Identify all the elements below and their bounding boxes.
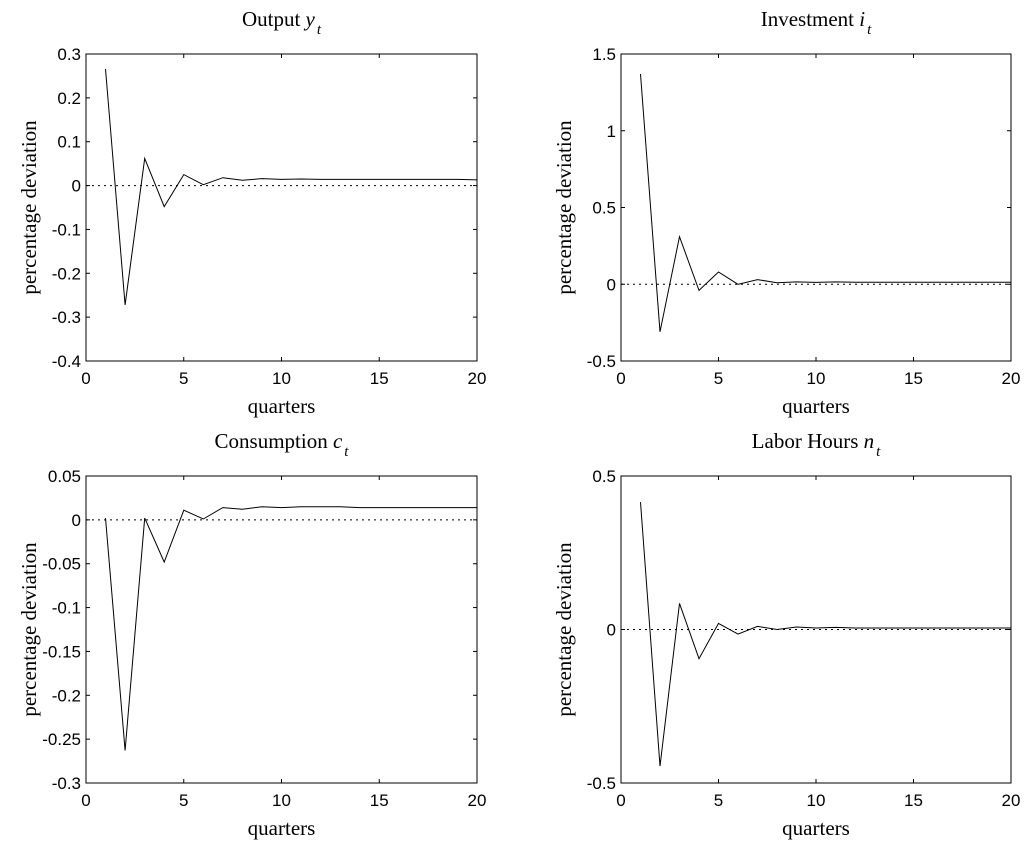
x-tick-label: 15 — [904, 791, 923, 810]
x-tick-label: 10 — [807, 369, 826, 388]
chart-title-name: Output — [242, 7, 306, 31]
chart-title-subscript: t — [867, 22, 872, 38]
impulse-response-line — [640, 73, 1011, 332]
chart-title-name: Labor Hours — [752, 429, 864, 453]
y-tick-label: 0 — [607, 275, 616, 294]
x-tick-label: 10 — [807, 791, 826, 810]
x-tick-label: 20 — [468, 369, 487, 388]
y-tick-label: -0.2 — [52, 264, 81, 283]
impulse-response-line — [105, 68, 478, 305]
y-tick-label: -0.3 — [52, 308, 81, 327]
y-tick-label: -0.15 — [42, 642, 81, 661]
x-axis-label: quarters — [248, 816, 316, 840]
y-axis-label: percentage deviation — [552, 542, 576, 717]
x-tick-label: 0 — [81, 369, 90, 388]
y-tick-label: 0.2 — [57, 89, 81, 108]
x-axis-label: quarters — [782, 394, 850, 418]
impulse-response-line — [105, 506, 477, 751]
y-tick-label: 1.5 — [592, 45, 616, 64]
x-tick-label: 15 — [904, 369, 923, 388]
y-tick-label: -0.1 — [52, 220, 81, 239]
chart-title-variable: c — [333, 429, 343, 453]
x-tick-label: 5 — [714, 791, 723, 810]
chart-title-name: Investment — [761, 7, 860, 31]
chart-panel-1: 0 5 10 15 20 -0.4 -0.3 -0.2 -0.1 0 0.1 0.2 0.3 Output… — [17, 7, 486, 418]
y-tick-label: -0.5 — [587, 774, 616, 793]
chart-title-subscript: t — [876, 444, 881, 460]
y-tick-label: 0.5 — [592, 467, 616, 486]
y-tick-label: 0 — [72, 511, 81, 530]
chart-panel-3: 0 5 10 15 20 -0.3 -0.25 -0.2 -0.15 -0.1 -0.05 0 0.05… — [17, 429, 486, 840]
x-tick-label: 5 — [179, 791, 188, 810]
y-tick-label: 0 — [607, 621, 616, 640]
y-tick-label: -0.4 — [52, 352, 81, 371]
y-tick-label: 0 — [72, 177, 81, 196]
y-tick-label: -0.05 — [42, 555, 81, 574]
x-axis-label: quarters — [248, 394, 316, 418]
plot-frame — [620, 53, 1012, 362]
chart-title-variable: y — [304, 7, 316, 31]
y-tick-label: 0.1 — [57, 133, 81, 152]
impulse-response-line — [640, 502, 1011, 767]
x-tick-label: 20 — [1002, 369, 1021, 388]
x-tick-label: 10 — [272, 791, 291, 810]
y-tick-label: -0.5 — [587, 352, 616, 371]
chart-title-subscript: t — [344, 444, 349, 460]
y-tick-label: 0.3 — [57, 45, 81, 64]
x-axis-label: quarters — [782, 816, 850, 840]
y-axis-label: percentage deviation — [17, 542, 41, 717]
y-tick-label: 0.05 — [48, 467, 81, 486]
y-tick-label: -0.25 — [42, 730, 81, 749]
chart-title-variable: i — [859, 7, 865, 31]
y-tick-label: 0.5 — [592, 199, 616, 218]
x-tick-label: 15 — [370, 791, 389, 810]
x-tick-label: 15 — [370, 369, 389, 388]
x-tick-label: 5 — [714, 369, 723, 388]
plot-frame — [85, 53, 478, 362]
x-tick-label: 0 — [616, 369, 625, 388]
chart-title-name: Consumption — [215, 429, 333, 453]
chart-title-variable: n — [864, 429, 875, 453]
x-tick-label: 20 — [1002, 791, 1021, 810]
y-tick-label: -0.2 — [52, 686, 81, 705]
y-axis-label: percentage deviation — [17, 120, 41, 295]
x-tick-label: 0 — [81, 791, 90, 810]
y-tick-label: -0.1 — [52, 599, 81, 618]
y-axis-label: percentage deviation — [552, 120, 576, 295]
x-tick-label: 10 — [272, 369, 291, 388]
y-tick-label: 1 — [607, 122, 616, 141]
chart-title-subscript: t — [317, 22, 322, 38]
x-tick-label: 0 — [616, 791, 625, 810]
x-tick-label: 5 — [179, 369, 188, 388]
y-tick-label: -0.3 — [52, 774, 81, 793]
x-tick-label: 20 — [468, 791, 487, 810]
